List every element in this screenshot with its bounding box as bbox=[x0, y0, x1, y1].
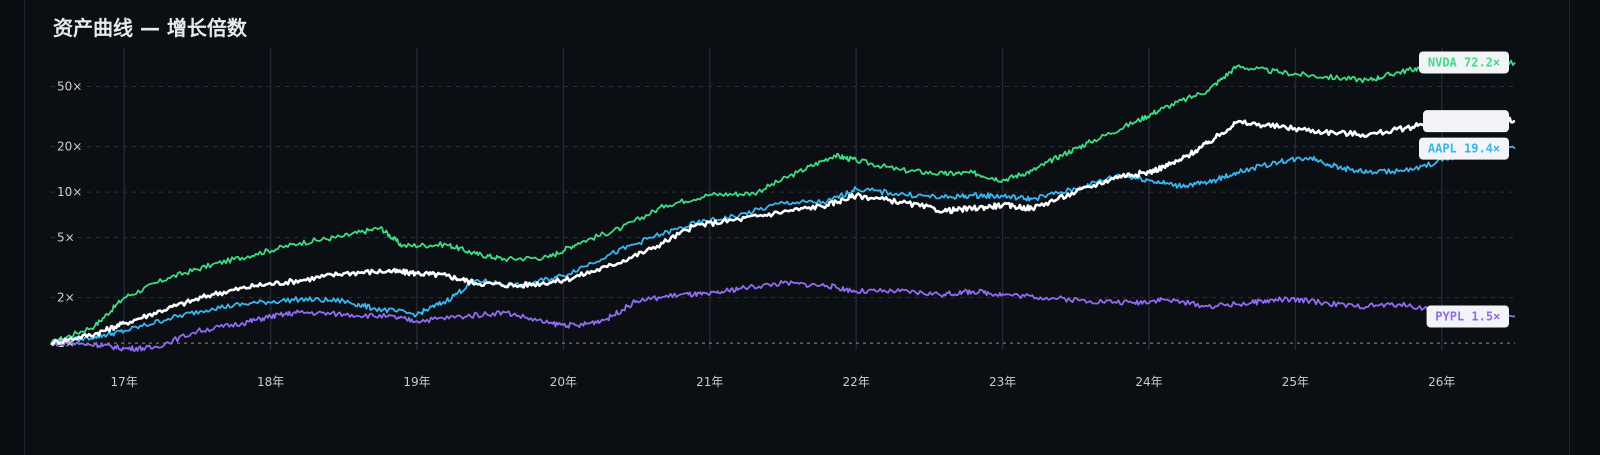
series-lines bbox=[50, 59, 1516, 352]
x-tick-label: 22年 bbox=[843, 375, 870, 389]
end-label-box bbox=[1423, 110, 1509, 133]
grid bbox=[51, 48, 1515, 350]
end-label: AAPL 19.4× bbox=[1419, 137, 1509, 160]
series-line-pypl bbox=[50, 280, 1516, 352]
x-tick-label: 24年 bbox=[1135, 375, 1162, 389]
y-tick-label: 2× bbox=[57, 291, 75, 305]
series-line-portfolio bbox=[50, 112, 1516, 346]
axis-ticks: 17年 18年 19年 20年 21年 22年 23年 24年 25年 26年 1× 2× 5× 10× 2… bbox=[57, 80, 1455, 389]
x-tick-label: 26年 bbox=[1428, 375, 1455, 389]
end-label: NVDA 72.2× bbox=[1419, 51, 1509, 74]
end-label-box bbox=[1419, 137, 1509, 160]
end-label bbox=[1423, 110, 1509, 133]
series-line-aapl bbox=[50, 145, 1516, 345]
end-label-text: NVDA 72.2× bbox=[1428, 55, 1500, 69]
x-tick-label: 19年 bbox=[403, 375, 430, 389]
chart-title: 资产曲线 — 增长倍数 bbox=[53, 16, 247, 40]
y-tick-label: 5× bbox=[57, 231, 75, 245]
end-label-box bbox=[1419, 51, 1509, 74]
end-label-text: PYPL 1.5× bbox=[1435, 310, 1500, 324]
end-label: PYPL 1.5× bbox=[1426, 305, 1509, 328]
x-tick-label: 17年 bbox=[111, 375, 138, 389]
end-labels: NVDA 72.2× AAPL 19.4× PYPL 1.5× bbox=[1419, 51, 1509, 328]
equity-curve-chart: NVDA 72.2× AAPL 19.4× PYPL 1.5× 17年 18年 19年 2… bbox=[50, 48, 1516, 389]
end-label-box bbox=[1426, 305, 1509, 328]
y-tick-label: 50× bbox=[57, 80, 82, 94]
end-label-text: AAPL 19.4× bbox=[1428, 142, 1500, 156]
x-tick-label: 25年 bbox=[1282, 375, 1309, 389]
x-tick-label: 18年 bbox=[257, 375, 284, 389]
x-tick-label: 23年 bbox=[989, 375, 1016, 389]
x-tick-label: 21年 bbox=[696, 375, 723, 389]
chart-panel: 资产曲线 — 增长倍数 NVDA 72.2× AAPL 19.4× PYPL 1.5… bbox=[24, 0, 1570, 455]
y-tick-label: 1× bbox=[57, 336, 75, 350]
series-line-nvda bbox=[50, 59, 1516, 344]
y-tick-label: 20× bbox=[57, 140, 82, 154]
y-tick-label: 10× bbox=[57, 185, 82, 199]
x-tick-label: 20年 bbox=[550, 375, 577, 389]
